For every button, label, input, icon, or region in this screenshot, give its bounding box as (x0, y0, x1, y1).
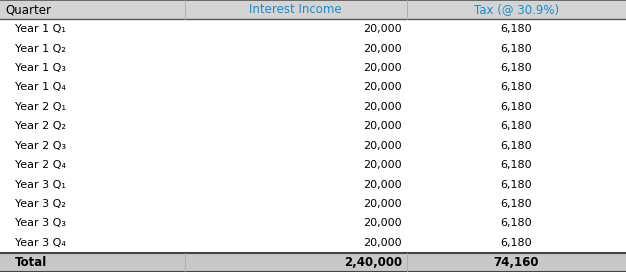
Text: 6,180: 6,180 (501, 121, 532, 131)
Text: 20,000: 20,000 (363, 102, 402, 112)
Text: 6,180: 6,180 (501, 141, 532, 151)
Text: 6,180: 6,180 (501, 160, 532, 170)
Text: 20,000: 20,000 (363, 218, 402, 228)
Bar (0, 194, 626, 214)
Text: 6,180: 6,180 (501, 44, 532, 54)
Bar (0, 39, 626, 58)
Text: 2,40,000: 2,40,000 (344, 256, 402, 269)
Text: 20,000: 20,000 (363, 160, 402, 170)
Bar (0, 78, 626, 97)
Text: Year 2 Q₃: Year 2 Q₃ (15, 141, 66, 151)
Text: Year 3 Q₄: Year 3 Q₄ (15, 238, 66, 248)
Text: 20,000: 20,000 (363, 121, 402, 131)
Text: Quarter: Quarter (5, 3, 51, 16)
Text: Year 3 Q₁: Year 3 Q₁ (15, 180, 66, 190)
Text: 6,180: 6,180 (501, 24, 532, 34)
Text: 20,000: 20,000 (363, 141, 402, 151)
Text: Year 1 Q₃: Year 1 Q₃ (15, 63, 66, 73)
Bar (0, 155, 626, 175)
Text: 6,180: 6,180 (501, 238, 532, 248)
Text: 6,180: 6,180 (501, 102, 532, 112)
Text: 20,000: 20,000 (363, 63, 402, 73)
Text: 6,180: 6,180 (501, 63, 532, 73)
Text: Tax (@ 30.9%): Tax (@ 30.9%) (474, 3, 559, 16)
Bar (0, 233, 626, 253)
Text: 6,180: 6,180 (501, 180, 532, 190)
Text: 20,000: 20,000 (363, 44, 402, 54)
Bar (0, 19, 626, 39)
Text: 6,180: 6,180 (501, 199, 532, 209)
Text: Interest Income: Interest Income (250, 3, 342, 16)
Text: Year 3 Q₃: Year 3 Q₃ (15, 218, 66, 228)
Bar (0, 117, 626, 136)
Text: Year 2 Q₄: Year 2 Q₄ (15, 160, 66, 170)
Text: Year 2 Q₁: Year 2 Q₁ (15, 102, 66, 112)
Text: 6,180: 6,180 (501, 218, 532, 228)
Bar (0, 58, 626, 78)
Text: 20,000: 20,000 (363, 238, 402, 248)
Text: Year 1 Q₁: Year 1 Q₁ (15, 24, 66, 34)
Bar (0, 253, 626, 272)
Text: 20,000: 20,000 (363, 180, 402, 190)
Text: Total: Total (15, 256, 48, 269)
Text: 6,180: 6,180 (501, 82, 532, 92)
Text: 20,000: 20,000 (363, 199, 402, 209)
Bar (0, 136, 626, 155)
Text: Year 3 Q₂: Year 3 Q₂ (15, 199, 66, 209)
Text: 74,160: 74,160 (494, 256, 539, 269)
Text: 20,000: 20,000 (363, 82, 402, 92)
Text: Year 2 Q₂: Year 2 Q₂ (15, 121, 66, 131)
Text: Year 1 Q₂: Year 1 Q₂ (15, 44, 66, 54)
Text: Year 1 Q₄: Year 1 Q₄ (15, 82, 66, 92)
Bar (0, 0, 626, 19)
Bar (0, 214, 626, 233)
Bar (0, 175, 626, 194)
Bar (0, 97, 626, 117)
Text: 20,000: 20,000 (363, 24, 402, 34)
